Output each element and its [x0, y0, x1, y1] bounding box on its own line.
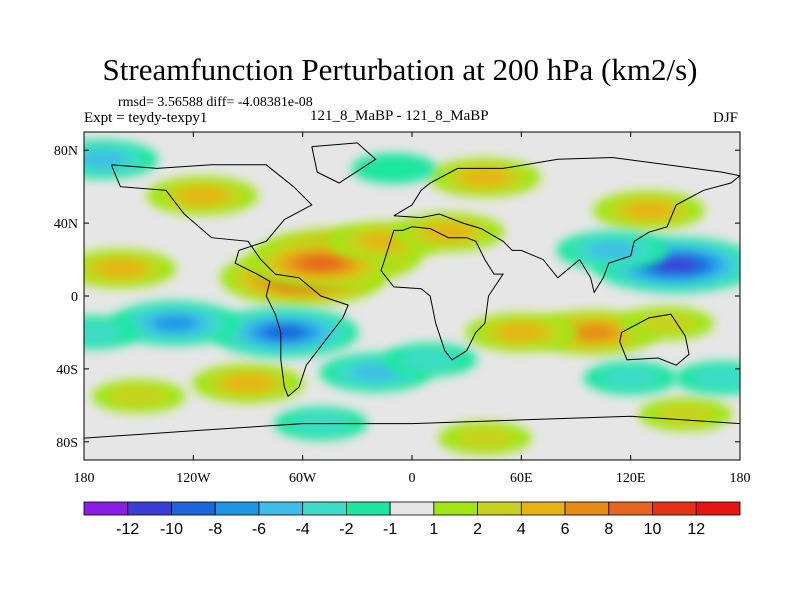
- colorbar-swatch: [302, 501, 347, 516]
- contour-band: [656, 258, 697, 272]
- colorbar-swatch: [345, 501, 391, 516]
- x-tick-label: 180: [74, 471, 95, 486]
- colorbar-swatch: [83, 501, 129, 516]
- contour-band: [624, 201, 674, 220]
- y-tick-label: 80S: [56, 436, 78, 451]
- contour-band: [351, 153, 437, 184]
- contour-band: [401, 349, 460, 371]
- contour-band: [299, 256, 343, 271]
- coastline: [393, 156, 740, 294]
- anomaly-cell: [84, 315, 141, 350]
- contour-band: [601, 367, 660, 389]
- anomaly-cell: [583, 361, 678, 395]
- y-tick-label: 80N: [54, 144, 78, 159]
- anomaly-cell: [592, 190, 705, 230]
- contour-band: [84, 322, 123, 343]
- colorbar-swatch: [652, 501, 697, 516]
- anomaly-cell: [428, 157, 541, 198]
- anomaly-field: [84, 139, 740, 455]
- case-text: 121_8_MaBP - 121_8_MaBP: [310, 108, 489, 124]
- contour-band: [496, 323, 547, 342]
- x-tick-label: 180: [730, 471, 751, 486]
- anomaly-cell: [84, 139, 159, 179]
- contour-band: [423, 223, 474, 241]
- contour-band: [223, 374, 273, 393]
- contour-band: [587, 241, 638, 260]
- coastlines: [84, 142, 740, 439]
- anomaly-cell: [91, 379, 186, 414]
- colorbar-label: -12: [116, 521, 139, 538]
- colorbar-label: 12: [687, 521, 705, 538]
- anomaly-cell: [146, 176, 259, 216]
- x-tick-label: 120W: [176, 471, 211, 486]
- anomaly-cell: [674, 361, 740, 395]
- contour-band: [692, 367, 740, 389]
- contour-band: [455, 427, 514, 449]
- contour-band: [84, 150, 128, 169]
- coastline: [311, 142, 377, 184]
- colorbar-swatch: [389, 501, 435, 516]
- anomaly-cell: [620, 306, 715, 341]
- colorbar-swatch: [608, 501, 653, 516]
- contour-band: [656, 404, 715, 425]
- colorbar-label: 8: [604, 521, 613, 538]
- x-tick-label: 60W: [289, 471, 317, 486]
- contour-band: [638, 312, 697, 334]
- contour-band: [350, 363, 401, 382]
- anomaly-cell: [383, 342, 478, 377]
- y-tick-label: 40S: [56, 363, 78, 378]
- colorbar-swatch: [214, 501, 260, 516]
- contour-band: [177, 187, 228, 205]
- coastline: [84, 415, 740, 439]
- colorbar-label: -1: [383, 521, 397, 538]
- anomaly-cell: [556, 230, 669, 271]
- anomaly-cell: [351, 153, 437, 184]
- y-tick-label: 40N: [54, 217, 78, 232]
- colorbar-label: 4: [517, 521, 526, 538]
- colorbar-label: -8: [208, 521, 222, 538]
- x-tick-label: 120E: [616, 471, 646, 486]
- contour-band: [571, 324, 617, 341]
- experiment-text: Expt = teydy-texpy1: [84, 110, 208, 126]
- contour-band: [109, 385, 168, 407]
- coastline: [110, 164, 349, 398]
- colorbar-label: 2: [473, 521, 482, 538]
- chart-title: Streamfunction Perturbation at 200 hPa (…: [102, 52, 698, 87]
- coastline: [380, 226, 505, 361]
- stats-text: rmsd= 3.56588 diff= -4.08381e-08: [118, 95, 313, 110]
- colorbar-swatch: [477, 501, 522, 516]
- y-tick-label: 0: [71, 290, 78, 305]
- colorbar-swatch: [433, 501, 479, 516]
- colorbar: -12 -10 -8 -6 -4 -2 -1 1 2 4 6 8 10 12: [83, 501, 741, 538]
- colorbar-swatch: [171, 501, 216, 516]
- coastline: [619, 313, 690, 366]
- contour-band: [263, 325, 306, 340]
- contour-band: [152, 315, 198, 332]
- anomaly-cell: [437, 421, 532, 455]
- colorbar-label: 1: [429, 521, 438, 538]
- colorbar-swatch: [520, 501, 566, 516]
- x-tick-label: 60E: [510, 471, 533, 486]
- contour-band: [95, 259, 146, 278]
- season-label: DJF: [713, 110, 739, 126]
- anomaly-cell: [110, 300, 241, 346]
- colorbar-label: -4: [296, 521, 310, 538]
- colorbar-swatch: [695, 501, 741, 516]
- colorbar-label: 10: [644, 521, 662, 538]
- colorbar-label: -2: [339, 521, 353, 538]
- anomaly-cell: [638, 397, 733, 432]
- colorbar-label: -6: [252, 521, 266, 538]
- colorbar-label: -10: [160, 521, 183, 538]
- anomaly-cell: [465, 312, 578, 353]
- anomaly-cell: [192, 363, 304, 404]
- colorbar-swatch: [258, 501, 304, 516]
- x-tick-label: 0: [409, 471, 416, 486]
- colorbar-swatch: [127, 501, 172, 516]
- colorbar-label: 6: [561, 521, 570, 538]
- colorbar-swatch: [564, 501, 610, 516]
- contour-band: [460, 168, 510, 187]
- anomaly-cell: [84, 249, 177, 289]
